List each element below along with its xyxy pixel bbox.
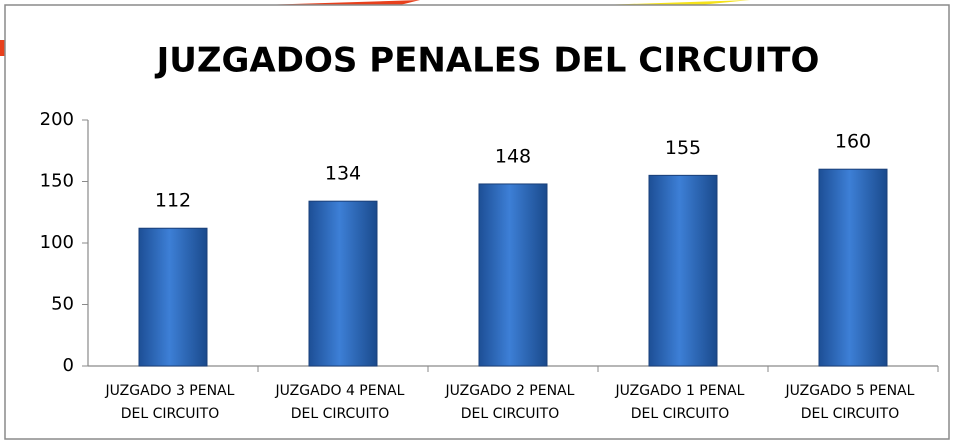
- y-tick-label: 100: [40, 232, 74, 253]
- x-tick-label: DEL CIRCUITO: [291, 406, 390, 422]
- decoration: [260, 0, 420, 5]
- decoration: [600, 0, 750, 5]
- y-tick-label: 200: [40, 109, 74, 130]
- bar: [138, 227, 208, 367]
- bar: [478, 183, 548, 367]
- bar: [308, 200, 378, 367]
- x-tick-label: DEL CIRCUITO: [801, 406, 900, 422]
- x-tick-label: DEL CIRCUITO: [461, 406, 560, 422]
- x-tick-label: JUZGADO 1 PENAL: [615, 383, 745, 399]
- x-tick-label: JUZGADO 5 PENAL: [785, 383, 915, 399]
- value-label: 148: [495, 145, 531, 167]
- y-tick-label: 0: [63, 355, 74, 376]
- chart-frame: [4, 4, 950, 440]
- value-label: 155: [665, 137, 701, 159]
- x-tick-label: DEL CIRCUITO: [631, 406, 730, 422]
- value-label: 112: [155, 190, 191, 212]
- bar: [818, 168, 888, 367]
- x-tick-label: JUZGADO 2 PENAL: [445, 383, 575, 399]
- value-label: 160: [835, 131, 871, 153]
- decoration: [0, 40, 8, 56]
- y-tick-label: 50: [51, 294, 74, 315]
- chart-title: JUZGADOS PENALES DEL CIRCUITO: [155, 41, 820, 81]
- x-tick-label: JUZGADO 3 PENAL: [105, 383, 235, 399]
- y-tick-label: 150: [40, 171, 74, 192]
- x-tick-label: JUZGADO 4 PENAL: [275, 383, 405, 399]
- value-label: 134: [325, 163, 361, 185]
- bar: [648, 174, 718, 367]
- x-tick-label: DEL CIRCUITO: [121, 406, 220, 422]
